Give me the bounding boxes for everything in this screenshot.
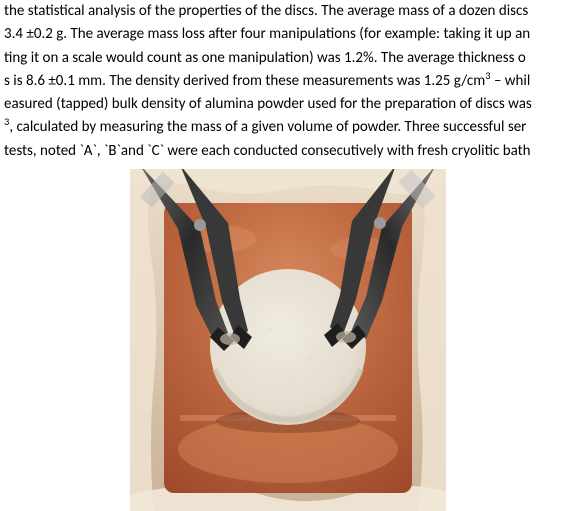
text-line: , calculated by measuring the mass of a …: [9, 118, 526, 136]
text-line: – whil: [491, 72, 531, 90]
text-line: easured (tapped) bulk density of alumina…: [4, 95, 532, 113]
text-line: the statistical analysis of the properti…: [4, 2, 528, 20]
text-line: s is 8.6 ±0.1 mm. The density derived fr…: [4, 72, 485, 90]
grip-mark-right: [336, 331, 356, 343]
experiment-photo: [130, 169, 446, 511]
text-line: ting it on a scale would count as one ma…: [4, 49, 526, 67]
figure-container: [0, 169, 575, 511]
text-line: tests, noted `A`, `B`and `C` were each c…: [4, 142, 531, 160]
text-line: 3.4 ±0.2 g. The average mass loss after …: [4, 25, 530, 43]
grip-mark-left: [220, 333, 240, 345]
paragraph: the statistical analysis of the properti…: [0, 0, 575, 163]
